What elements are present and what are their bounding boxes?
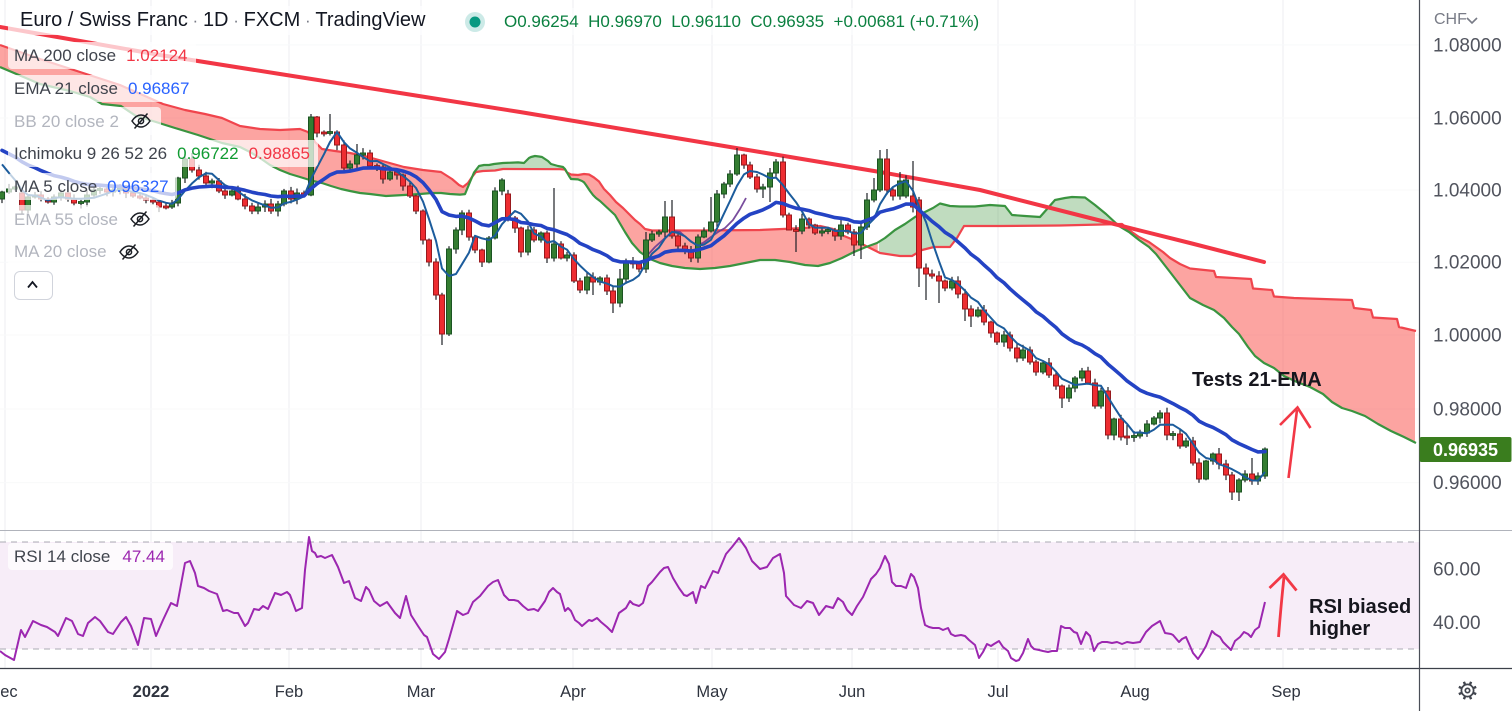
svg-text:higher: higher bbox=[1309, 618, 1370, 640]
svg-text:1.08000: 1.08000 bbox=[1433, 35, 1502, 56]
svg-text:1.04000: 1.04000 bbox=[1433, 181, 1502, 202]
svg-text:60.00: 60.00 bbox=[1433, 559, 1481, 580]
svg-text:2022: 2022 bbox=[133, 683, 170, 701]
svg-text:Aug: Aug bbox=[1120, 683, 1149, 701]
svg-text:1.06000: 1.06000 bbox=[1433, 109, 1502, 130]
svg-text:0.96935: 0.96935 bbox=[1433, 440, 1498, 460]
svg-text:Jul: Jul bbox=[987, 683, 1008, 701]
svg-text:Jun: Jun bbox=[839, 683, 866, 701]
svg-text:0.96000: 0.96000 bbox=[1433, 473, 1502, 494]
svg-text:Apr: Apr bbox=[560, 683, 586, 701]
svg-text:1.00000: 1.00000 bbox=[1433, 326, 1502, 347]
svg-text:Mar: Mar bbox=[407, 683, 436, 701]
svg-text:Dec: Dec bbox=[0, 683, 18, 701]
svg-text:CHF: CHF bbox=[1434, 11, 1467, 28]
svg-text:May: May bbox=[696, 683, 728, 701]
svg-text:RSI biased: RSI biased bbox=[1309, 596, 1411, 618]
svg-text:40.00: 40.00 bbox=[1433, 613, 1481, 634]
svg-text:1.02000: 1.02000 bbox=[1433, 253, 1502, 274]
svg-text:Feb: Feb bbox=[275, 683, 303, 701]
svg-text:0.98000: 0.98000 bbox=[1433, 400, 1502, 421]
svg-text:Tests 21-EMA: Tests 21-EMA bbox=[1192, 369, 1322, 391]
svg-text:Sep: Sep bbox=[1271, 683, 1300, 701]
